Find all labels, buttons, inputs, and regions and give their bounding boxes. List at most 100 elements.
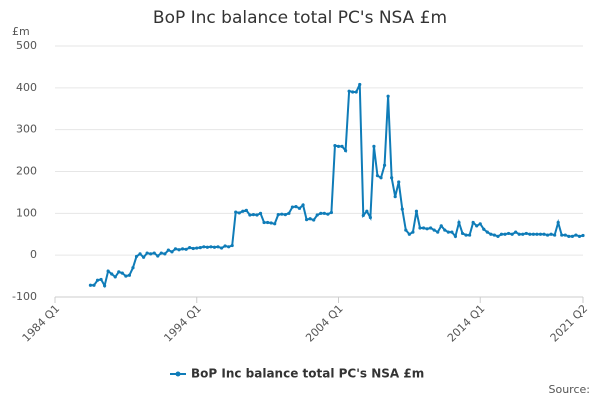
point xyxy=(336,144,341,148)
point xyxy=(542,232,546,236)
point xyxy=(531,232,535,236)
point xyxy=(351,90,355,94)
point xyxy=(315,213,319,217)
point xyxy=(304,218,309,222)
point xyxy=(329,210,334,215)
point xyxy=(372,144,376,148)
point xyxy=(464,233,468,237)
point xyxy=(234,210,238,214)
point xyxy=(496,234,500,238)
point xyxy=(283,212,287,217)
point xyxy=(538,232,543,236)
point xyxy=(297,206,302,210)
y-tick-label: 200 xyxy=(16,165,37,178)
point xyxy=(191,246,195,251)
point xyxy=(574,233,578,237)
point xyxy=(124,274,128,278)
point xyxy=(358,82,362,87)
point xyxy=(308,217,312,221)
point xyxy=(195,246,199,250)
point xyxy=(560,233,564,237)
point xyxy=(414,209,419,213)
point xyxy=(340,144,344,148)
point xyxy=(386,94,390,98)
point xyxy=(446,230,450,234)
point xyxy=(475,224,479,228)
point xyxy=(184,247,188,251)
point xyxy=(343,148,348,153)
point xyxy=(563,233,567,237)
point xyxy=(326,212,330,216)
point xyxy=(510,232,514,236)
point xyxy=(198,246,202,250)
point xyxy=(301,203,305,207)
point xyxy=(276,212,280,217)
point xyxy=(103,284,107,288)
legend-marker xyxy=(175,371,181,377)
point xyxy=(333,143,337,148)
point xyxy=(120,271,124,275)
point xyxy=(517,232,521,236)
point xyxy=(436,230,440,234)
point xyxy=(549,232,553,236)
point xyxy=(460,231,465,236)
point xyxy=(159,251,163,255)
point xyxy=(312,218,316,222)
source: Source: xyxy=(549,383,591,396)
point xyxy=(173,247,178,251)
point xyxy=(400,207,404,211)
point xyxy=(237,211,241,215)
point xyxy=(134,254,139,259)
point xyxy=(361,213,365,218)
point xyxy=(180,247,185,251)
x-tick-label: 1984 Q1 xyxy=(20,302,63,345)
point xyxy=(439,224,443,228)
y-tick-label: -100 xyxy=(12,290,37,303)
point xyxy=(468,233,472,237)
point xyxy=(528,232,532,236)
point xyxy=(141,255,146,259)
point xyxy=(489,232,493,236)
point xyxy=(149,252,153,256)
point xyxy=(577,234,582,238)
legend-label: BoP Inc balance total PC's NSA £m xyxy=(191,367,424,381)
point xyxy=(88,283,93,287)
point xyxy=(258,211,263,215)
point xyxy=(319,211,323,215)
point xyxy=(163,252,167,256)
point xyxy=(241,209,245,213)
point xyxy=(294,205,298,209)
point xyxy=(216,245,220,249)
point xyxy=(92,283,96,287)
point xyxy=(117,270,121,274)
y-tick-label: 300 xyxy=(16,123,37,136)
point xyxy=(397,180,401,184)
point xyxy=(478,222,482,226)
point xyxy=(421,226,426,230)
y-tick-label: 500 xyxy=(16,39,37,52)
point xyxy=(212,245,217,249)
point xyxy=(145,251,149,255)
point xyxy=(492,233,497,237)
point xyxy=(354,90,358,94)
y-unit: £m xyxy=(12,25,30,38)
point xyxy=(251,212,256,217)
point xyxy=(205,245,209,249)
point xyxy=(390,176,394,180)
point xyxy=(110,272,114,276)
point xyxy=(290,205,295,209)
point xyxy=(244,208,248,213)
point xyxy=(379,176,383,180)
point xyxy=(255,213,259,217)
point xyxy=(209,245,213,249)
point xyxy=(223,244,227,248)
point xyxy=(177,248,181,252)
point xyxy=(280,212,284,216)
point xyxy=(453,234,458,238)
point xyxy=(567,234,571,238)
point xyxy=(506,231,511,236)
point xyxy=(227,245,231,249)
point xyxy=(545,233,550,237)
point xyxy=(393,195,397,199)
x-tick-label: 2004 Q1 xyxy=(303,302,346,345)
